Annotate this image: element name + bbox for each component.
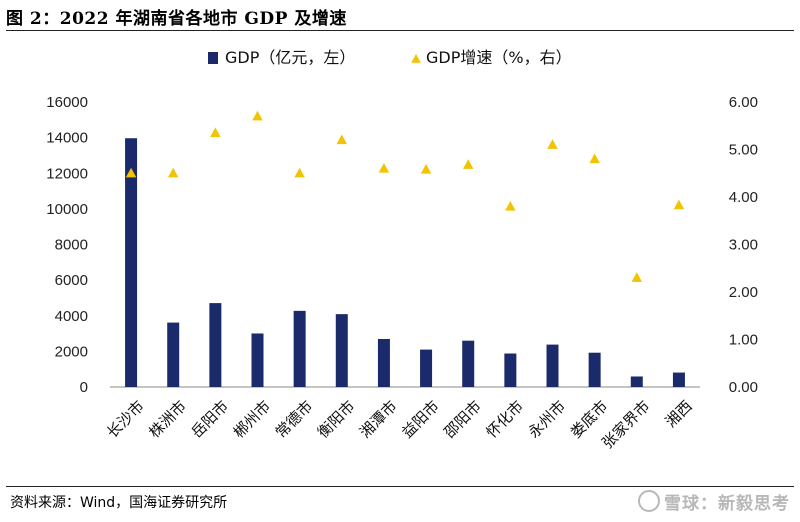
category-label: 长沙市 [103, 397, 148, 442]
category-label: 衡阳市 [314, 397, 359, 442]
growth-markers [125, 110, 685, 282]
y-left-tick-label: 4000 [55, 308, 88, 325]
combo-chart: GDP（亿元，左） GDP增速（%，右） 0 2000 4000 6000 8000 100… [46, 48, 758, 452]
gdp-bar [630, 376, 643, 387]
category-label: 株洲市 [145, 397, 190, 442]
labels: 长沙市株洲市岳阳市郴州市常德市衡阳市湘潭市益阳市邵阳市怀化市永州市娄底市张家界市… [103, 397, 695, 452]
gdp-bar [588, 352, 601, 387]
source-note: 资料来源：Wind，国海证券研究所 [10, 495, 228, 511]
legend: GDP（亿元，左） GDP增速（%，右） [208, 48, 572, 67]
y-left-tick-label: 10000 [46, 201, 88, 218]
growth-marker [210, 127, 221, 137]
gdp-bar [504, 353, 517, 387]
growth-marker [505, 201, 516, 211]
category-label: 益阳市 [398, 397, 443, 442]
category-label: 常德市 [272, 397, 317, 442]
gdp-bar [125, 138, 138, 387]
y-right-tick-label: 4.00 [729, 189, 758, 206]
category-label: 邵阳市 [440, 397, 485, 442]
growth-marker [420, 163, 432, 174]
watermark: 雪球：新毅思考 [638, 489, 790, 514]
gdp-bar [251, 333, 264, 387]
growth-marker [673, 199, 685, 210]
legend-growth-label: GDP增速（%，右） [426, 48, 572, 67]
y-right-tick-label: 1.00 [729, 332, 758, 349]
y-left-tick-label: 16000 [46, 94, 88, 111]
y-left-tick-label: 8000 [55, 237, 88, 254]
category-label: 郴州市 [230, 397, 275, 442]
y-left-tick-label: 6000 [55, 272, 88, 289]
y-left-tick-label: 12000 [46, 165, 88, 182]
growth-marker [336, 134, 348, 145]
y-right-tick-label: 2.00 [729, 284, 758, 301]
y-left-tick-label: 2000 [55, 343, 88, 360]
category-label: 岳阳市 [188, 397, 233, 442]
bottom-rule [6, 486, 794, 487]
growth-marker [462, 159, 474, 169]
y-left-tick-label: 0 [80, 379, 88, 396]
y-right-tick-label: 5.00 [729, 142, 758, 159]
growth-marker [252, 110, 263, 121]
legend-growth-swatch [411, 54, 421, 63]
gdp-bar [462, 340, 475, 387]
top-rule [6, 30, 794, 31]
gdp-bar [672, 372, 685, 387]
gdp-bars [125, 138, 685, 387]
growth-marker [167, 167, 179, 178]
growth-marker [589, 153, 600, 164]
gdp-bar [209, 303, 222, 387]
category-label: 永州市 [525, 397, 570, 442]
category-label: 怀化市 [483, 397, 528, 442]
legend-gdp-label: GDP（亿元，左） [225, 48, 355, 67]
growth-marker [294, 167, 305, 178]
growth-marker [125, 167, 137, 178]
category-label: 湘潭市 [356, 397, 401, 442]
gdp-bar [546, 344, 559, 387]
snowball-logo-icon [638, 490, 660, 512]
y-right-tick-label: 3.00 [729, 237, 758, 254]
y-right-tick-label: 6.00 [729, 94, 758, 111]
y-left-tick-label: 14000 [46, 130, 88, 147]
figure-title: 图 2：2022 年湖南省各地市 GDP 及增速 [6, 9, 347, 29]
gdp-bar [293, 310, 306, 387]
gdp-bar [377, 338, 390, 387]
growth-marker [547, 139, 558, 149]
growth-marker [631, 272, 643, 282]
gdp-bar [335, 314, 348, 387]
gdp-bar [167, 322, 180, 387]
growth-marker [378, 163, 390, 173]
axes: 0 2000 4000 6000 8000 10000 12000 14000 16000 0.0… [46, 94, 758, 396]
legend-gdp-swatch [208, 52, 218, 64]
gdp-bar [420, 349, 433, 387]
watermark-text: 雪球：新毅思考 [664, 494, 790, 514]
y-right-tick-label: 0.00 [729, 379, 758, 396]
category-label: 湘西 [662, 397, 696, 431]
